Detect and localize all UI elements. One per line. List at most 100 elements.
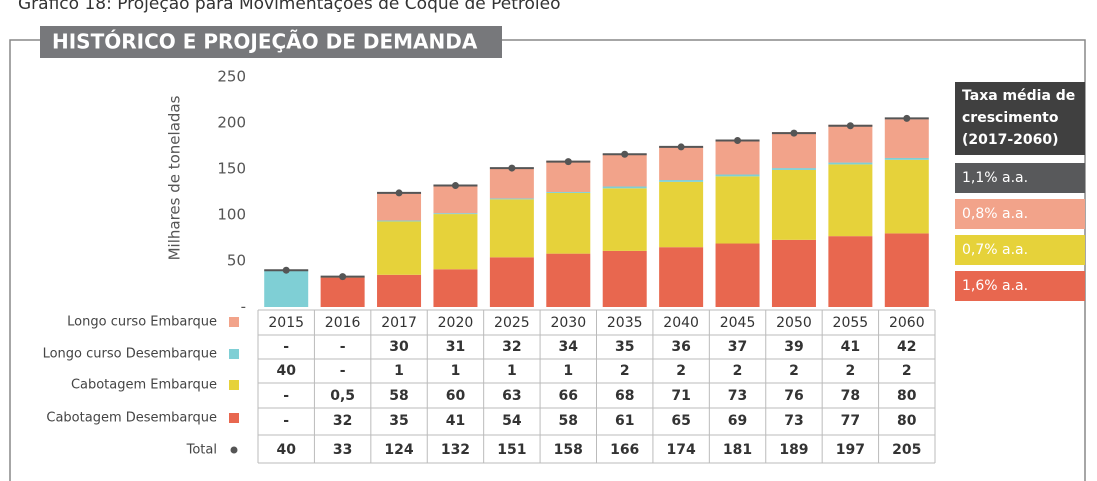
bar-segment xyxy=(433,184,478,214)
table-cell: 31 xyxy=(446,339,465,355)
table-cell: 54 xyxy=(502,413,522,429)
table-cell: - xyxy=(283,339,289,355)
bar-segment xyxy=(659,180,704,182)
y-tick-label: 200 xyxy=(217,114,246,132)
growth-box xyxy=(955,271,1085,301)
bar-segment xyxy=(546,253,591,307)
growth-label: 0,7% a.a. xyxy=(962,242,1028,258)
table-cell: 1 xyxy=(507,363,517,379)
total-dot xyxy=(790,129,798,137)
table-cell: 71 xyxy=(671,388,690,404)
bar-segment xyxy=(489,257,534,307)
table-cell: 58 xyxy=(559,413,578,429)
bar-segment xyxy=(377,274,422,307)
table-cell: 174 xyxy=(667,442,696,458)
bar-segment xyxy=(489,169,534,199)
bar-segment xyxy=(828,162,873,165)
table-cell: 0,5 xyxy=(330,388,355,404)
bar-segment xyxy=(489,199,534,258)
table-cell: 30 xyxy=(389,339,409,355)
bar-segment xyxy=(602,186,647,189)
growth-title: (2017-2060) xyxy=(962,132,1059,148)
table-cell: 34 xyxy=(559,339,579,355)
table-cell: 189 xyxy=(779,442,808,458)
bar-segment xyxy=(771,169,816,240)
y-tick-label: 50 xyxy=(227,252,246,270)
table-cell: 42 xyxy=(897,339,916,355)
table-cell: 33 xyxy=(333,442,352,458)
table-cell: 181 xyxy=(723,442,752,458)
growth-title: Taxa média de xyxy=(962,88,1075,104)
legend-label: Longo curso Desembarque xyxy=(43,347,217,362)
caption: Gráfico 18: Projeção para Movimentações … xyxy=(18,0,561,14)
legend-swatch xyxy=(229,317,239,327)
bar-segment xyxy=(377,192,422,221)
total-dot xyxy=(903,114,911,122)
table-cell: 80 xyxy=(897,413,917,429)
table-cell: 166 xyxy=(610,442,639,458)
bar-segment xyxy=(433,214,478,270)
growth-label: 0,8% a.a. xyxy=(962,206,1028,222)
table-cell: 151 xyxy=(497,442,526,458)
total-dot xyxy=(621,150,629,158)
bar-segment xyxy=(546,192,591,254)
growth-box xyxy=(955,199,1085,229)
bar-segment xyxy=(377,220,422,222)
x-tick-label: 2016 xyxy=(325,315,361,331)
table-cell: 40 xyxy=(276,363,296,379)
bar-segment xyxy=(377,221,422,275)
bar-segment xyxy=(884,119,929,158)
legend-label: Longo curso Embarque xyxy=(67,315,217,330)
table-cell: 2 xyxy=(902,363,912,379)
table-cell: 60 xyxy=(446,388,466,404)
total-dot xyxy=(282,266,290,274)
table-cell: 35 xyxy=(389,413,408,429)
bar-segment xyxy=(546,160,591,192)
legend-swatch xyxy=(230,446,238,454)
table-cell: 158 xyxy=(554,442,583,458)
bar-segment xyxy=(602,188,647,251)
total-dot xyxy=(508,164,516,172)
table-cell: 124 xyxy=(384,442,413,458)
bar-segment xyxy=(659,247,704,307)
table-cell: 36 xyxy=(671,339,690,355)
x-tick-label: 2020 xyxy=(438,315,474,331)
table-cell: 77 xyxy=(841,413,860,429)
y-axis-label: Milhares de toneladas xyxy=(166,95,184,260)
table-cell: 73 xyxy=(728,388,747,404)
bar-segment xyxy=(264,270,309,307)
table-cell: 61 xyxy=(615,413,634,429)
legend-label: Cabotagem Desembarque xyxy=(46,411,217,426)
growth-box xyxy=(955,235,1085,265)
chart-title: HISTÓRICO E PROJEÇÃO DE DEMANDA xyxy=(52,30,478,54)
table-cell: 76 xyxy=(784,388,803,404)
x-tick-label: 2060 xyxy=(889,315,925,331)
bar-segment xyxy=(828,124,873,163)
growth-label: 1,6% a.a. xyxy=(962,278,1028,294)
y-tick-label: 250 xyxy=(217,68,246,86)
y-tick-label: 150 xyxy=(217,160,246,178)
bar-segment xyxy=(884,233,929,307)
bar-segment xyxy=(771,239,816,307)
table-cell: 37 xyxy=(728,339,747,355)
table-cell: 69 xyxy=(728,413,747,429)
x-tick-label: 2045 xyxy=(720,315,756,331)
bar-segment xyxy=(320,277,365,307)
table-cell: 58 xyxy=(389,388,408,404)
frame xyxy=(502,39,1086,481)
table-cell: 1 xyxy=(563,363,573,379)
legend-label: Total xyxy=(186,443,217,458)
y-tick-label: - xyxy=(241,298,246,316)
x-tick-label: 2017 xyxy=(381,315,417,331)
total-dot xyxy=(564,158,572,166)
table-cell: - xyxy=(340,363,346,379)
bar-segment xyxy=(715,243,760,307)
table-cell: 40 xyxy=(276,442,296,458)
bar-segment xyxy=(433,269,478,307)
table-cell: 39 xyxy=(784,339,803,355)
bar-segment xyxy=(828,164,873,237)
table-cell: 32 xyxy=(333,413,352,429)
table-cell: 66 xyxy=(559,388,578,404)
bar-segment xyxy=(659,181,704,248)
